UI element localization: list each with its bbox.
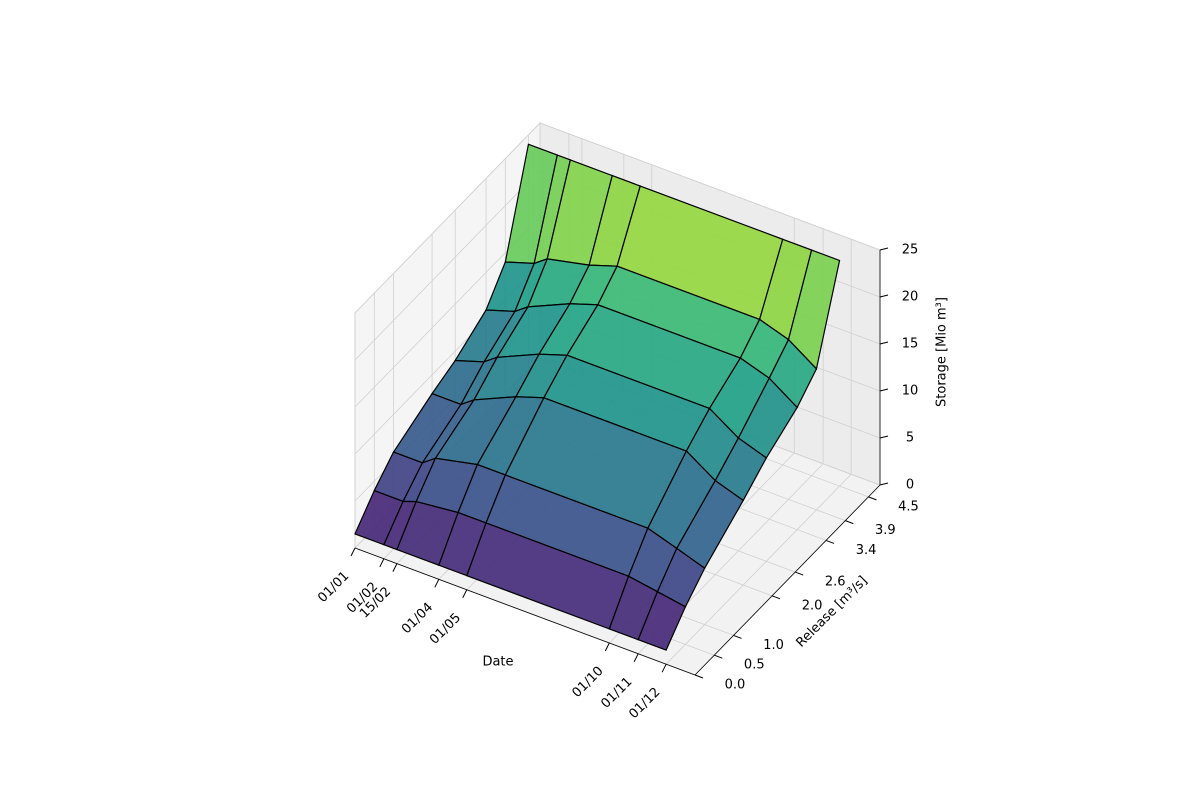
x-axis-label: Date xyxy=(482,655,513,670)
z-tick xyxy=(879,482,889,486)
y-tick xyxy=(845,520,854,525)
x-tick xyxy=(350,547,356,557)
y-tick xyxy=(868,496,877,501)
grid-line xyxy=(354,122,541,314)
x-tick-label: 01/04 xyxy=(399,600,436,637)
axis-line xyxy=(354,547,696,676)
x-tick xyxy=(604,642,610,652)
y-tick xyxy=(795,571,804,576)
z-tick-label: 5 xyxy=(906,431,914,446)
x-tick xyxy=(462,589,468,598)
z-tick xyxy=(879,388,889,392)
z-tick xyxy=(879,294,889,298)
x-tick-label: 01/05 xyxy=(427,610,464,647)
z-tick-label: 25 xyxy=(902,243,919,258)
x-tick xyxy=(392,563,398,572)
y-tick-label: 0.5 xyxy=(744,658,765,673)
z-tick xyxy=(879,435,889,439)
y-tick-label: 2.6 xyxy=(825,575,846,590)
z-tick-label: 0 xyxy=(906,478,914,493)
axis-line xyxy=(694,484,881,676)
surface xyxy=(354,143,841,651)
grid-line xyxy=(539,122,881,251)
y-tick xyxy=(771,595,781,600)
z-tick xyxy=(879,341,889,345)
grid-line xyxy=(665,473,852,665)
y-tick xyxy=(825,539,835,544)
x-tick-label: 01/10 xyxy=(570,664,607,701)
z-tick-label: 15 xyxy=(902,337,919,352)
y-tick-label: 0.0 xyxy=(725,678,746,693)
y-tick xyxy=(733,634,742,639)
y-tick xyxy=(714,654,723,659)
z-tick-label: 10 xyxy=(902,384,919,399)
y-tick-label: 3.9 xyxy=(875,523,896,538)
y-tick-label: 1.0 xyxy=(763,638,784,653)
x-tick-label: 01/01 xyxy=(315,569,352,606)
z-tick xyxy=(879,247,889,251)
z-axis-label: Storage [Mio m³] xyxy=(935,297,950,407)
y-tick-label: 4.5 xyxy=(898,499,919,514)
y-tick-label: 2.0 xyxy=(802,598,823,613)
z-tick-label: 20 xyxy=(902,290,919,305)
x-tick-label: 01/11 xyxy=(598,674,635,711)
y-tick xyxy=(694,674,704,679)
y-tick-label: 3.4 xyxy=(856,543,877,558)
x-tick xyxy=(633,653,639,662)
x-tick xyxy=(434,579,440,588)
surface-cell xyxy=(637,590,687,651)
x-tick xyxy=(379,558,385,568)
x-tick xyxy=(661,663,667,673)
grid-line xyxy=(354,169,541,361)
x-tick-label: 01/12 xyxy=(626,685,663,722)
